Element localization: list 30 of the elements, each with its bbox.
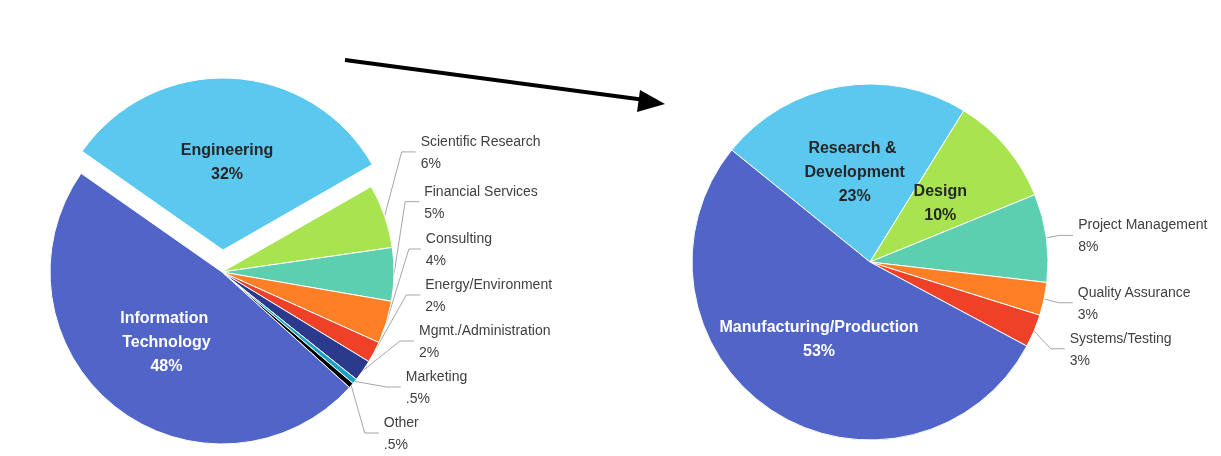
slice-label: Mgmt./Administration [418,322,551,338]
data-label: 6% [420,154,441,171]
slice-label: Energy/Environment [425,276,553,292]
slice-label: Quality Assurance [1077,283,1191,300]
slice-label: Systems/Testing [1069,329,1172,346]
data-label: 10% [924,206,957,224]
data-label: 4% [425,252,447,268]
data-label: 2% [425,298,446,314]
slice-label: Research & Development [804,138,906,180]
slice-label: Scientific Research [420,132,541,149]
data-label: 3% [1069,351,1090,368]
data-label: 5% [424,204,445,221]
data-label: 2% [418,344,440,360]
slice-label: Design [913,182,967,200]
data-label: .5% [405,390,430,406]
slice-label: Engineering [180,140,274,158]
slice-label: Manufacturing/Production [719,318,919,336]
data-label: 3% [1077,305,1099,322]
data-label: 48% [150,357,183,375]
data-label: 32% [211,164,244,182]
data-label: 23% [838,186,871,204]
slice-label: Consulting [425,230,492,246]
slice-label: Project Management [1078,216,1208,233]
data-label: .5% [383,436,408,452]
slice-label: Other [383,414,420,430]
slice-label: Financial Services [424,182,538,199]
slice-label: Information Technology [120,309,213,351]
slice-label: Marketing [405,368,468,384]
data-label: 8% [1078,238,1099,255]
data-label: 53% [803,342,836,360]
